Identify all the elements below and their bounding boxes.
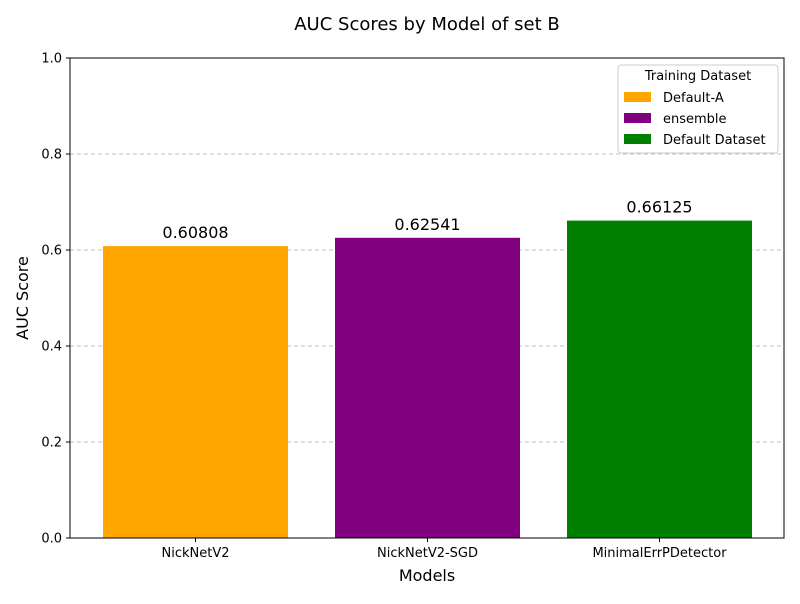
bar	[103, 246, 288, 539]
legend-swatch	[624, 92, 651, 102]
bar	[567, 220, 752, 538]
legend-title: Training Dataset	[644, 69, 751, 84]
x-axis-label: Models	[399, 566, 455, 585]
bars	[103, 220, 752, 539]
y-axis-label: AUC Score	[13, 256, 32, 340]
y-tick-label: 0.2	[41, 436, 62, 451]
legend: Training Dataset Default-AensembleDefaul…	[617, 64, 779, 154]
legend-entries: Default-A ensemble Default Dataset	[624, 91, 766, 148]
legend-entry-label: ensemble	[663, 112, 727, 127]
x-axis-ticks: NickNetV2 NickNetV2-SGD MinimalErrPDetecto…	[162, 538, 727, 561]
legend-entry-label: Default Dataset	[663, 133, 766, 148]
bar-value-label: 0.60808	[162, 223, 228, 242]
y-tick-label: 0.6	[41, 244, 62, 259]
bar-value-label: 0.62541	[394, 215, 460, 234]
y-tick-label: 0.0	[41, 532, 62, 547]
chart-title: AUC Scores by Model of set B	[294, 14, 560, 35]
y-tick-label: 1.0	[41, 52, 62, 67]
x-tick-label: MinimalErrPDetector	[592, 546, 727, 561]
x-tick-label: NickNetV2	[162, 546, 230, 561]
legend-entry-label: Default-A	[663, 91, 724, 106]
bar-value-label: 0.66125	[626, 198, 692, 217]
legend-swatch	[624, 113, 651, 123]
y-axis-ticks: 0.0 0.2 0.4 0.6 0.8 1.0	[41, 52, 70, 547]
bar	[335, 237, 520, 538]
y-tick-label: 0.8	[41, 148, 62, 163]
y-tick-label: 0.4	[41, 340, 62, 355]
bar-value-labels: 0.60808 0.62541 0.66125	[162, 198, 692, 243]
legend-box	[617, 64, 779, 154]
x-tick-label: NickNetV2-SGD	[377, 546, 478, 561]
legend-swatch	[624, 134, 651, 144]
